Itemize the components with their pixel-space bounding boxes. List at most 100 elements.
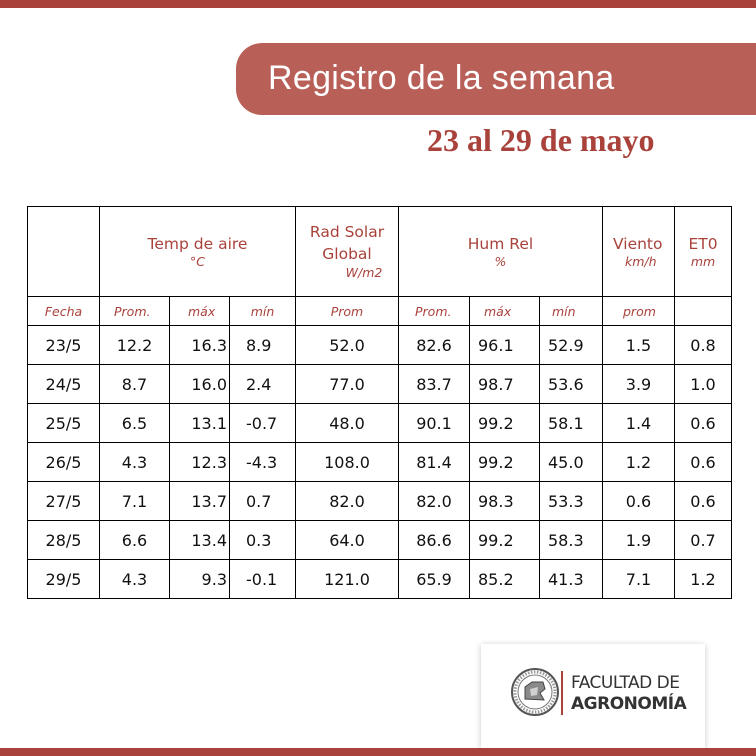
temp-prom-cell: 4.3 [99, 559, 170, 599]
logo-text-line2: AGRONOMÍA [571, 694, 687, 714]
viento-prom-cell: 1.2 [602, 442, 675, 482]
hum-prom-cell: 65.9 [398, 559, 470, 599]
et0-cell: 0.7 [674, 520, 732, 560]
temp-prom-cell: 6.5 [99, 403, 170, 443]
temp-max-cell: 16.3 [169, 325, 230, 365]
table-row: 27/5 7.1 13.7 0.7 82.0 82.0 98.3 53.3 0.… [27, 481, 732, 521]
header-temp-unit: °C [190, 253, 205, 269]
hum-prom-cell: 90.1 [398, 403, 470, 443]
header-hum-label: Hum Rel [467, 234, 534, 253]
date-cell: 24/5 [27, 364, 100, 404]
temp-min-cell: -0.1 [229, 559, 296, 599]
logo-divider [561, 671, 563, 715]
hum-prom-cell: 82.6 [398, 325, 470, 365]
temp-min-cell: 0.7 [229, 481, 296, 521]
top-accent-bar [0, 0, 756, 8]
hum-min-cell: 58.1 [539, 403, 603, 443]
hum-prom-cell: 86.6 [398, 520, 470, 560]
header-rad-label-1: Rad Solar [309, 223, 385, 241]
subheader-cell: Prom. [99, 296, 170, 326]
et0-cell: 0.6 [674, 442, 732, 482]
hum-min-cell: 41.3 [539, 559, 603, 599]
viento-prom-cell: 0.6 [602, 481, 675, 521]
table-row: 24/5 8.7 16.0 2.4 77.0 83.7 98.7 53.6 3.… [27, 364, 732, 404]
table-row: 23/5 12.2 16.3 8.9 52.0 82.6 96.1 52.9 1… [27, 325, 732, 365]
table-row: 29/5 4.3 9.3 -0.1 121.0 65.9 85.2 41.3 7… [27, 559, 732, 599]
rad-prom-cell: 77.0 [295, 364, 399, 404]
date-cell: 23/5 [27, 325, 100, 365]
title-banner [236, 43, 756, 115]
header-viento-label: Viento [613, 234, 663, 253]
et0-cell: 0.6 [674, 481, 732, 521]
table-row: 25/5 6.5 13.1 -0.7 48.0 90.1 99.2 58.1 1… [27, 403, 732, 443]
table-subheader-row: Fecha Prom. máx mín Prom Prom. máx mín p… [27, 296, 732, 326]
bottom-accent-bar [0, 748, 756, 756]
subheader-cell: máx [169, 296, 230, 326]
rad-prom-cell: 52.0 [295, 325, 399, 365]
hum-max-cell: 99.2 [469, 442, 540, 482]
header-rad-label-2: Global [322, 245, 372, 263]
subheader-cell [674, 296, 732, 326]
temp-min-cell: 2.4 [229, 364, 296, 404]
date-cell: 25/5 [27, 403, 100, 443]
subheader-cell: Prom [295, 296, 399, 326]
table-row: 28/5 6.6 13.4 0.3 64.0 86.6 99.2 58.3 1.… [27, 520, 732, 560]
hum-max-cell: 99.2 [469, 403, 540, 443]
header-viento-unit: km/h [625, 253, 657, 269]
hum-max-cell: 96.1 [469, 325, 540, 365]
subheader-cell: Fecha [27, 296, 100, 326]
temp-max-cell: 13.1 [169, 403, 230, 443]
rad-prom-cell: 82.0 [295, 481, 399, 521]
rad-prom-cell: 48.0 [295, 403, 399, 443]
temp-min-cell: -4.3 [229, 442, 296, 482]
header-rad-unit: W/m2 [345, 265, 383, 280]
header-temp: Temp de aire °C [99, 206, 296, 297]
temp-max-cell: 16.0 [169, 364, 230, 404]
temp-max-cell: 9.3 [169, 559, 230, 599]
temp-prom-cell: 8.7 [99, 364, 170, 404]
temp-prom-cell: 6.6 [99, 520, 170, 560]
subheader-cell: máx [469, 296, 540, 326]
subheader-cell: prom [602, 296, 675, 326]
page-title: Registro de la semana [268, 59, 615, 97]
header-blank-cell [27, 206, 100, 297]
hum-min-cell: 53.3 [539, 481, 603, 521]
date-cell: 29/5 [27, 559, 100, 599]
header-rad: Rad Solar Global W/m2 [295, 206, 399, 297]
viento-prom-cell: 7.1 [602, 559, 675, 599]
header-hum: Hum Rel % [398, 206, 603, 297]
date-cell: 26/5 [27, 442, 100, 482]
viento-prom-cell: 1.9 [602, 520, 675, 560]
rad-prom-cell: 64.0 [295, 520, 399, 560]
et0-cell: 1.2 [674, 559, 732, 599]
hum-min-cell: 45.0 [539, 442, 603, 482]
header-viento: Viento km/h [602, 206, 675, 297]
et0-cell: 0.8 [674, 325, 732, 365]
table-row: 26/5 4.3 12.3 -4.3 108.0 81.4 99.2 45.0 … [27, 442, 732, 482]
temp-max-cell: 13.7 [169, 481, 230, 521]
hum-max-cell: 98.7 [469, 364, 540, 404]
subheader-cell: mín [539, 296, 603, 326]
rad-prom-cell: 108.0 [295, 442, 399, 482]
header-temp-label: Temp de aire [147, 234, 248, 253]
date-range-subtitle: 23 al 29 de mayo [427, 122, 655, 158]
temp-min-cell: -0.7 [229, 403, 296, 443]
subheader-cell: mín [229, 296, 296, 326]
viento-prom-cell: 1.4 [602, 403, 675, 443]
hum-max-cell: 99.2 [469, 520, 540, 560]
header-et0-unit: mm [690, 253, 716, 269]
logo-text-line1: FACULTAD DE [571, 673, 680, 693]
temp-max-cell: 12.3 [169, 442, 230, 482]
university-seal-icon [511, 668, 559, 716]
temp-prom-cell: 7.1 [99, 481, 170, 521]
temp-min-cell: 8.9 [229, 325, 296, 365]
viento-prom-cell: 1.5 [602, 325, 675, 365]
et0-cell: 1.0 [674, 364, 732, 404]
hum-min-cell: 53.6 [539, 364, 603, 404]
weather-table: Temp de aire °C Rad Solar Global W/m2 Hu… [27, 206, 732, 599]
hum-min-cell: 52.9 [539, 325, 603, 365]
temp-max-cell: 13.4 [169, 520, 230, 560]
temp-prom-cell: 4.3 [99, 442, 170, 482]
table-group-header-row: Temp de aire °C Rad Solar Global W/m2 Hu… [27, 206, 732, 297]
temp-min-cell: 0.3 [229, 520, 296, 560]
